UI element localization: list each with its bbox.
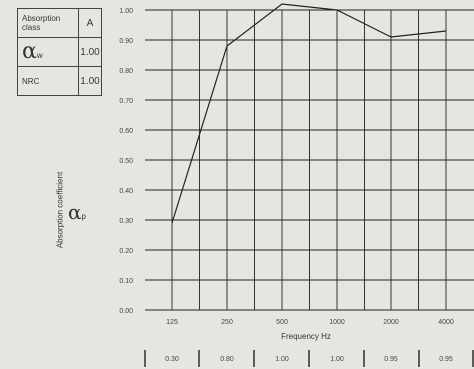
practical-value: 0.95 [384, 356, 398, 363]
y-tick-label: 0.40 [119, 188, 133, 195]
x-tick-labels: 125 250 500 1000 2000 4000 [166, 319, 454, 326]
y-tick-label: 0.30 [119, 218, 133, 225]
chart-grid [145, 9, 474, 311]
y-tick-labels: 0.00 0.10 0.20 0.30 0.40 0.50 0.60 0.70 0.80 0.90… [119, 8, 133, 315]
absorption-class-value: A [78, 8, 102, 38]
practical-value: 0.80 [220, 356, 234, 363]
alpha-w-symbol: α [22, 39, 37, 64]
absorption-class-label: Absorption class [17, 8, 79, 38]
x-tick-label: 125 [166, 319, 178, 326]
y-tick-label: 0.80 [119, 68, 133, 75]
y-tick-label: 0.60 [119, 128, 133, 135]
alpha-p-subscript: p [81, 212, 86, 221]
series-line [171, 3, 447, 224]
practical-value: 0.30 [165, 356, 179, 363]
practical-value: 1.00 [330, 356, 344, 363]
nrc-value: 1.00 [78, 66, 102, 96]
alpha-p-glyph: α [68, 200, 82, 224]
practical-value: 1.00 [275, 356, 289, 363]
x-tick-label: 4000 [438, 319, 454, 326]
alpha-w-label: αw [17, 37, 79, 67]
y-tick-label: 0.20 [119, 248, 133, 255]
alpha-w-value: 1.00 [78, 37, 102, 67]
y-tick-label: 1.00 [119, 8, 133, 15]
x-tick-label: 2000 [383, 319, 399, 326]
alpha-w-subscript: w [36, 51, 43, 60]
alpha-p-symbol: αp [68, 200, 86, 224]
x-tick-label: 250 [221, 319, 233, 326]
x-axis-label: Frequency Hz [281, 332, 331, 341]
y-axis-label: Absorption coefficient [55, 171, 65, 249]
absorption-info-table: Absorption class A αw 1.00 NRC 1.00 [17, 8, 102, 96]
practical-values-row: 0.30 0.80 1.00 1.00 0.95 0.95 [144, 350, 474, 367]
nrc-label: NRC [17, 66, 79, 96]
x-tick-label: 500 [276, 319, 288, 326]
practical-value: 0.95 [439, 356, 453, 363]
y-tick-label: 0.90 [119, 38, 133, 45]
y-tick-label: 0.10 [119, 278, 133, 285]
y-tick-label: 0.70 [119, 98, 133, 105]
y-tick-label: 0.00 [119, 308, 133, 315]
x-tick-label: 1000 [329, 319, 345, 326]
y-tick-label: 0.50 [119, 158, 133, 165]
